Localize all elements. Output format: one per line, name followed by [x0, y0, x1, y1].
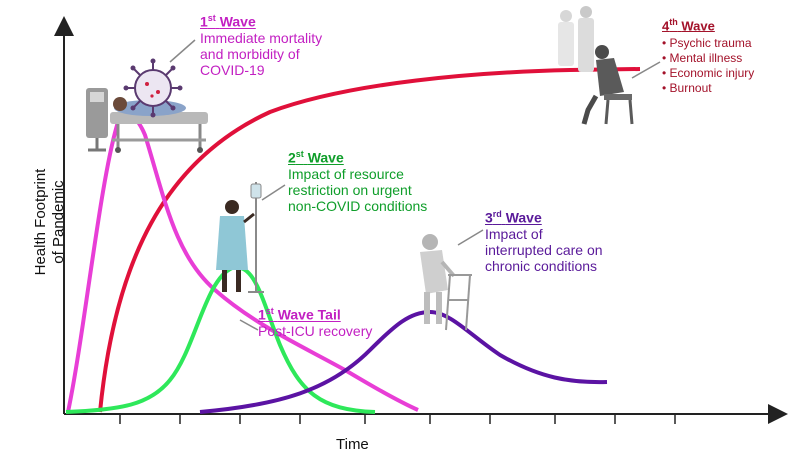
patient-iv-illustration	[216, 182, 264, 293]
wave4-bullet-text: Psychic trauma	[669, 36, 752, 51]
wave3-line: chronic conditions	[485, 257, 598, 274]
wave2-label: 2st Wave Impact of resource restriction …	[288, 146, 427, 214]
wave4-bullet-text: Burnout	[669, 81, 712, 96]
wave4-bullet-list: • Psychic trauma • Mental illness • Econ…	[662, 36, 754, 96]
x-axis-ticks	[119, 414, 676, 424]
y-axis-label-line2: of Pandemic	[50, 180, 67, 264]
wave4-bullet: • Economic injury	[662, 66, 755, 81]
wave3-pointer	[457, 229, 484, 246]
wave3-word: Wave	[505, 209, 542, 226]
wave4-bullet: • Psychic trauma	[662, 36, 752, 51]
wave4-bullet-text: Economic injury	[669, 66, 755, 81]
wave2-sup: st	[295, 149, 304, 159]
wave2-word: Wave	[307, 149, 344, 166]
elderly-walker-illustration	[420, 234, 472, 331]
wave1-sup: st	[207, 13, 216, 23]
y-axis-label-line1: Health Footprint	[32, 168, 49, 276]
wave1-word: Wave	[219, 13, 256, 30]
wave3-num: 3	[485, 209, 493, 226]
wave4-bullet: • Burnout	[662, 81, 712, 96]
virus-icon	[123, 58, 183, 118]
wave1-num: 1	[200, 13, 208, 30]
wave4-label: 4th Wave • Psychic trauma • Mental illne…	[662, 14, 754, 96]
wave2-heading: 2st Wave	[288, 146, 427, 166]
wave1-tail-sup: st	[265, 306, 274, 316]
y-axis-label: Health Footprint of Pandemic	[32, 122, 68, 322]
wave2-num: 2	[288, 149, 296, 166]
wave4-word: Wave	[681, 18, 715, 34]
x-axis-label: Time	[336, 436, 369, 453]
wave4-bullet: • Mental illness	[662, 51, 743, 66]
wave3-sup: rd	[492, 209, 502, 219]
wave1-line: COVID-19	[200, 61, 265, 78]
burnout-illustration	[558, 6, 634, 125]
wave1-line: and morbidity of	[200, 45, 300, 62]
wave4-bullet-text: Mental illness	[669, 51, 743, 66]
wave4-curve	[98, 67, 641, 413]
wave1-tail-num: 1	[258, 306, 266, 323]
wave2-pointer	[261, 184, 286, 201]
icu-bed-illustration	[86, 88, 208, 153]
wave4-num: 4	[662, 18, 670, 34]
wave1-tail-label: 1st Wave Tail Post-ICU recovery	[258, 303, 372, 339]
wave2-line: Impact of resource	[288, 165, 404, 182]
wave1-label: 1st Wave Immediate mortality and morbidi…	[200, 10, 322, 78]
wave4-heading: 4th Wave	[662, 14, 754, 34]
wave3-line: interrupted care on	[485, 241, 603, 258]
wave3-heading: 3rd Wave	[485, 206, 603, 226]
wave3-line: Impact of	[485, 225, 543, 242]
wave2-line: non-COVID conditions	[288, 197, 428, 214]
wave1-pointer	[169, 39, 196, 63]
wave3-label: 3rd Wave Impact of interrupted care on c…	[485, 206, 603, 274]
wave4-pointer	[631, 61, 661, 79]
wave1-tail-line: Post-ICU recovery	[258, 322, 373, 339]
wave1-tail-word: Wave Tail	[277, 306, 341, 323]
wave4-sup: th	[669, 17, 678, 27]
wave1-line: Immediate mortality	[200, 29, 323, 46]
wave2-line: restriction on urgent	[288, 181, 412, 198]
wave1-heading: 1st Wave	[200, 10, 322, 30]
wave1-tail-pointer	[239, 319, 259, 331]
wave1-tail-heading: 1st Wave Tail	[258, 303, 372, 323]
